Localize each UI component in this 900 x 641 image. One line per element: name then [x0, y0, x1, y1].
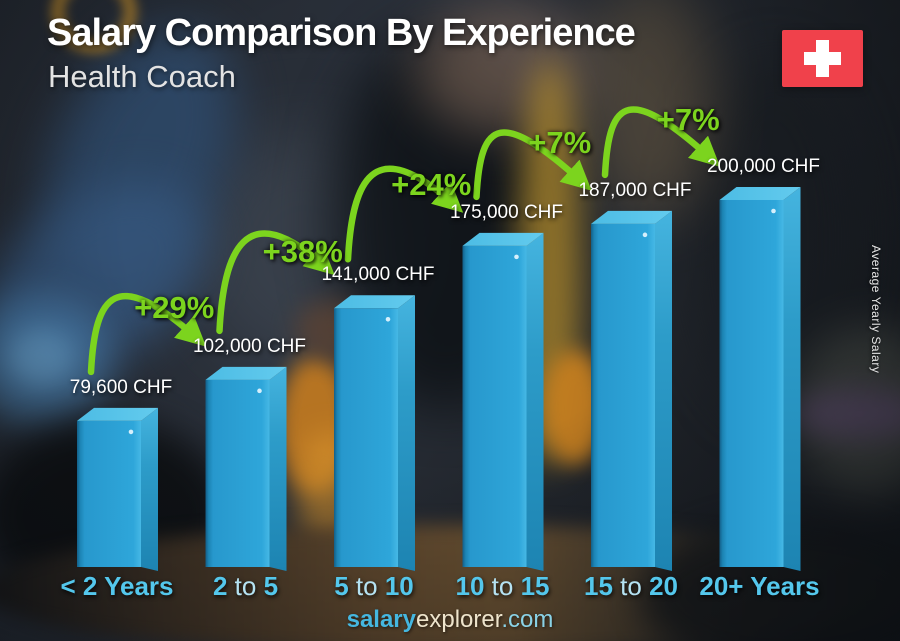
bar-column-2: [334, 295, 415, 571]
increase-arrow-4: [601, 106, 721, 179]
page-subtitle: Health Coach: [48, 59, 236, 94]
bar-column-3: [462, 232, 544, 571]
footer-brand-explorer: explorer: [416, 606, 502, 633]
bar-column-1: [205, 366, 287, 571]
footer-brand-domain: .com: [501, 606, 554, 633]
increase-arrow-0: [87, 292, 207, 376]
increase-arrows-group: [87, 106, 721, 376]
footer-brand-salary: salary: [346, 606, 416, 633]
page-title: Salary Comparison By Experience: [47, 12, 636, 54]
header: Salary Comparison By Experience Health C…: [47, 12, 636, 95]
bar-column-4: [591, 210, 672, 572]
site-footer: salaryexplorer.com: [0, 606, 900, 634]
bar-column-5: [719, 187, 801, 571]
flag-cross-horizontal: [804, 52, 841, 65]
y-axis-label: Average Yearly Salary: [869, 245, 883, 374]
switzerland-flag-icon: [782, 30, 863, 87]
increase-arrow-2: [344, 165, 464, 263]
increase-arrow-1: [216, 230, 335, 335]
increase-arrow-3: [473, 129, 592, 201]
bars-group: [77, 187, 801, 572]
bar-column-0: [77, 407, 158, 571]
